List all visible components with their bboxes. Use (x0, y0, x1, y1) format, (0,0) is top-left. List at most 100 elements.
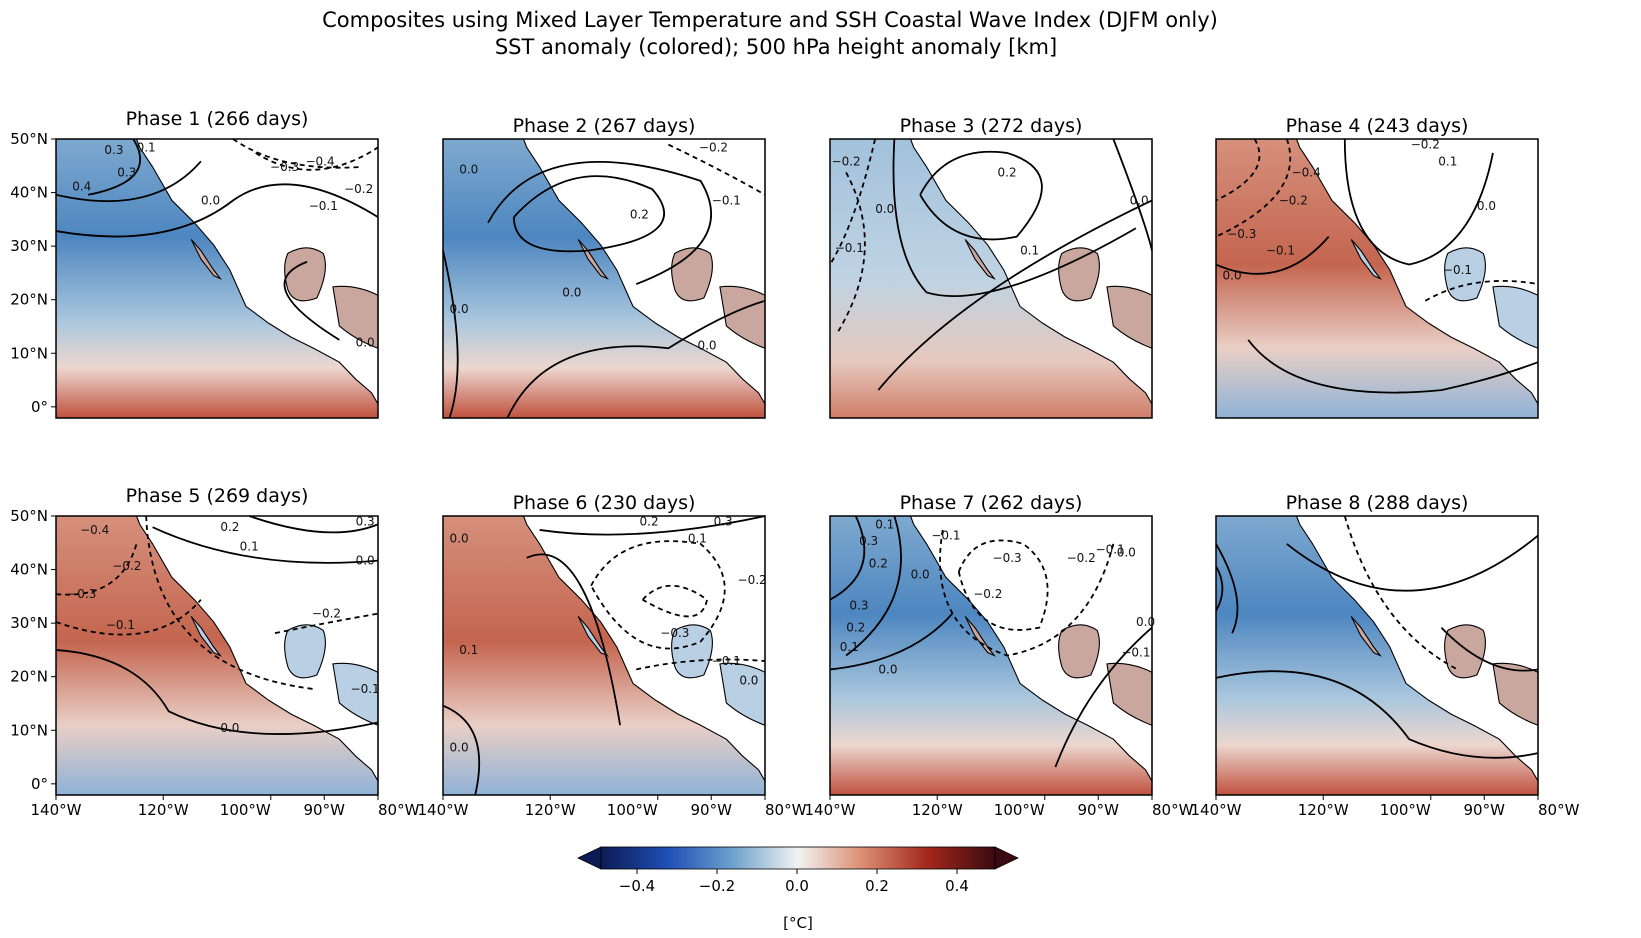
height-contour-positive (1216, 566, 1222, 611)
contour-label: 0.0 (1130, 193, 1149, 207)
height-contour-negative (56, 600, 201, 635)
height-contour-positive (443, 251, 458, 418)
land-mask (524, 516, 766, 781)
height-contour-positive (1441, 628, 1538, 671)
contour-label: 0.2 (869, 556, 888, 570)
height-contour-positive (443, 706, 479, 795)
contour-label: 0.1 (459, 643, 478, 657)
coastline-feature (965, 239, 994, 278)
contour-label: 0.0 (356, 554, 375, 568)
height-contour-positive (830, 614, 952, 670)
lon-tick-label: 80°W (1538, 801, 1580, 819)
coastline-feature (285, 248, 326, 301)
height-contour-positive (1216, 544, 1237, 633)
panel-title: Phase 5 (269 days) (126, 485, 309, 507)
height-contour-positive (1113, 139, 1152, 251)
lat-tick-label: 20°N (10, 668, 48, 686)
colorbar-tick-label: −0.4 (619, 877, 655, 895)
height-contour-positive (249, 516, 378, 532)
lon-tick-label: 120°W (138, 801, 189, 819)
contour-label: −0.1 (351, 682, 380, 696)
coastline-feature (1351, 616, 1380, 655)
contour-label: 0.0 (911, 568, 930, 582)
lon-tick-label: 120°W (1298, 801, 1349, 819)
contour-label: −0.1 (931, 529, 960, 543)
panel-frame (1215, 138, 1539, 419)
height-contour-negative (146, 516, 313, 689)
lon-tick-label: 120°W (525, 801, 576, 819)
height-contour-positive (920, 152, 1042, 240)
coastline-feature (578, 616, 607, 655)
height-contour-positive (1055, 628, 1152, 768)
contour-label: −0.2 (312, 607, 341, 621)
contour-label: −0.3 (660, 626, 689, 640)
colorbar-extend-low (577, 846, 602, 870)
lon-tick-label: 120°W (912, 801, 963, 819)
lat-tick-label: 30°N (10, 237, 48, 255)
contour-label: −0.3 (67, 587, 96, 601)
contour-label: 0.0 (1117, 545, 1136, 559)
lat-tick-label: 50°N (10, 130, 48, 148)
contour-label: −0.3 (993, 551, 1022, 565)
contour-label: −0.2 (973, 587, 1002, 601)
height-contour-positive (56, 161, 201, 201)
contour-label: −0.1 (835, 241, 864, 255)
land-mask (911, 139, 1153, 404)
contour-label: −0.2 (738, 573, 767, 587)
contour-label: 0.0 (1223, 269, 1242, 283)
coastline-feature (191, 616, 220, 655)
contour-label: 0.0 (450, 302, 469, 316)
height-contour-negative (233, 139, 362, 168)
panel-phase-5: Phase 5 (269 days) −0.4 0.2 0.3 0.1 0.0 −0.3 −0… (10, 485, 419, 819)
height-contour-positive (830, 516, 864, 600)
lon-tick-label: 90°W (1464, 801, 1506, 819)
coastline-feature (191, 239, 220, 278)
panel-title: Phase 6 (230 days) (513, 492, 696, 514)
lon-tick-label: 100°W (994, 801, 1045, 819)
panel-frame (55, 138, 379, 419)
height-contour-positive (153, 527, 378, 563)
contour-label: −0.1 (712, 193, 741, 207)
contour-label: 0.4 (72, 179, 91, 193)
coastline-feature (672, 625, 713, 678)
contour-label: 0.0 (459, 163, 478, 177)
contour-label: 0.1 (1020, 244, 1039, 258)
panel-phase-1: Phase 1 (266 days)0.3 0.10.40.3−0.4−0.3−0… (10, 108, 378, 418)
land-mask (137, 516, 379, 781)
panel-phase-3: Phase 3 (272 days) −0.2 0.0 −0.1 0.2 0.0 0.1 (830, 115, 1152, 418)
lon-tick-label: 100°W (1380, 801, 1431, 819)
contour-label: 0.2 (846, 621, 865, 635)
contour-label: 0.1 (1438, 154, 1457, 168)
contour-label: −0.1 (1121, 646, 1150, 660)
height-contour-positive (527, 554, 620, 725)
lon-tick-label: 90°W (1078, 801, 1120, 819)
panel-title: Phase 3 (272 days) (900, 115, 1083, 137)
contour-label: −0.1 (309, 199, 338, 213)
panel-title: Phase 2 (267 days) (513, 115, 696, 137)
lon-tick-label: 80°W (765, 801, 807, 819)
contour-label: 0.2 (998, 165, 1017, 179)
coastline-feature (1445, 248, 1486, 301)
height-contour-negative (836, 172, 864, 334)
colorbar-tick-label: 0.2 (865, 877, 889, 895)
contour-label: 0.0 (356, 336, 375, 350)
height-contour-positive (1216, 671, 1538, 758)
height-contour-positive (507, 301, 765, 418)
lon-tick-label: 80°W (378, 801, 420, 819)
lat-tick-label: 10°N (10, 721, 48, 739)
coastline-feature (1445, 625, 1486, 678)
height-contour-positive (284, 262, 339, 340)
lat-tick-label: 10°N (10, 344, 48, 362)
height-contour-positive (488, 162, 711, 284)
contour-label: −0.1 (1096, 542, 1125, 556)
height-contour-negative (830, 139, 875, 265)
coastline-feature (1059, 248, 1100, 301)
panel-frame (829, 138, 1153, 419)
height-contour-positive (1248, 340, 1538, 393)
colorbar-label: [°C] (783, 914, 813, 932)
contour-label: 0.2 (640, 515, 659, 529)
height-contour-positive (56, 184, 378, 236)
panel-frame (55, 515, 379, 796)
contour-label: 0.2 (630, 207, 649, 221)
figure-title-line1: Composites using Mixed Layer Temperature… (322, 8, 1218, 32)
